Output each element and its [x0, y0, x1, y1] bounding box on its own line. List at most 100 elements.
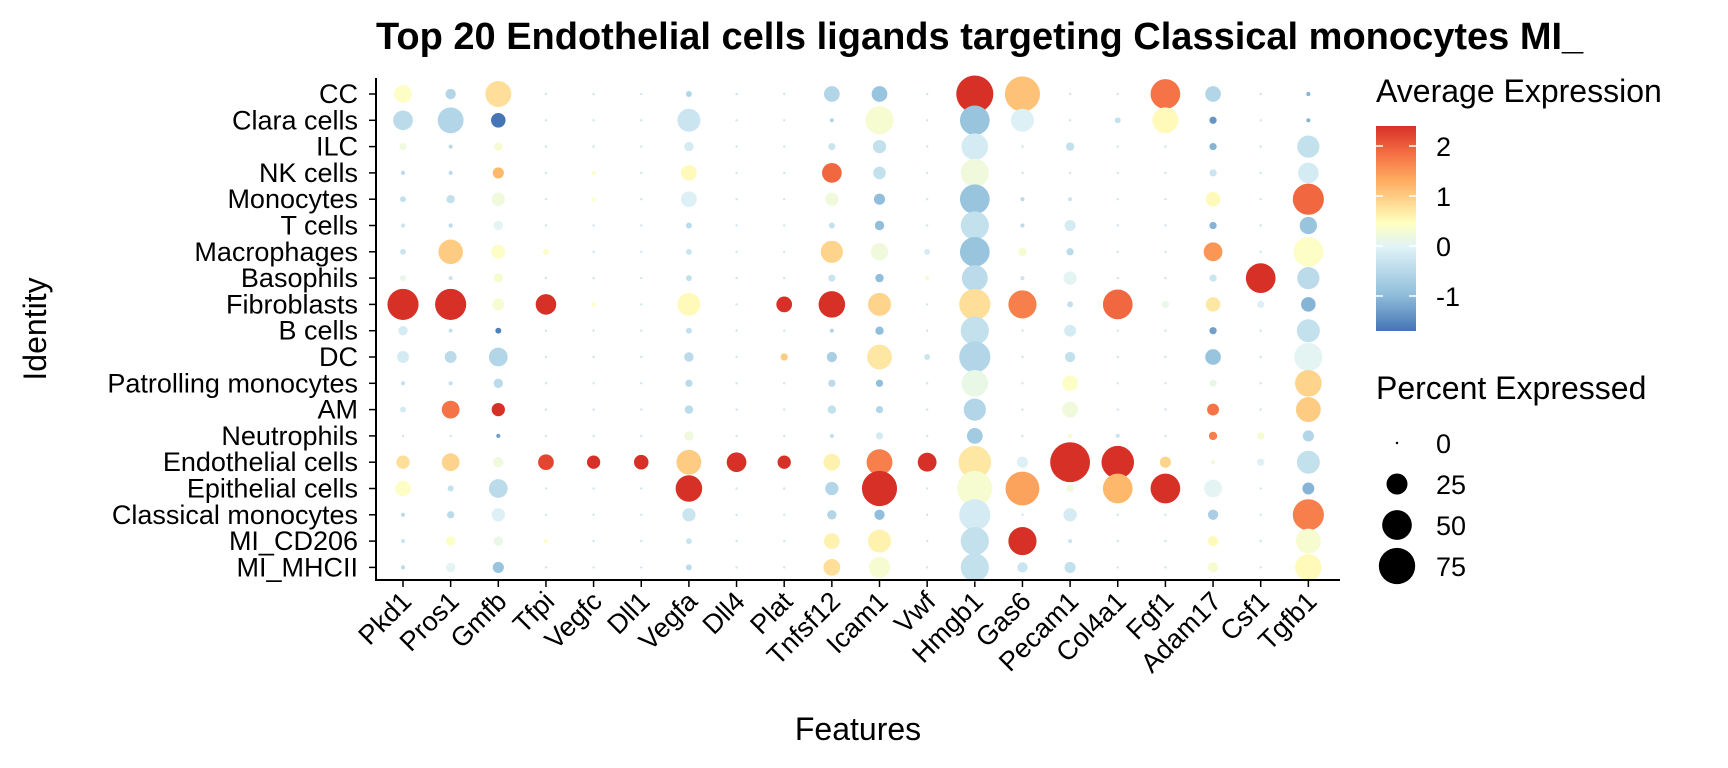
dot-pros1-neutrophils [449, 434, 452, 438]
dot-csf1-classical-monocytes [1259, 513, 1262, 516]
dot-tfpi-mi-cd206 [543, 539, 549, 544]
dot-vegfc-basophils [592, 276, 595, 280]
dot-pkd1-b-cells [398, 326, 408, 336]
dot-pkd1-clara-cells [393, 110, 413, 131]
dot-adam17-ilc [1209, 142, 1217, 151]
dot-tfpi-t-cells [544, 224, 548, 227]
dot-csf1-epithelial-cells [1259, 487, 1262, 490]
dot-adam17-t-cells [1209, 221, 1217, 230]
dot-vegfa-macrophages [685, 248, 692, 255]
dot-adam17-classical-monocytes [1207, 509, 1219, 520]
y-tick-t-cells: T cells [280, 211, 358, 241]
dot-dll1-patrolling-monocytes [640, 382, 643, 385]
dot-tfpi-classical-monocytes [544, 513, 548, 516]
dot-dll4-clara-cells [735, 119, 738, 122]
y-tick-mi-mhcii: MI_MHCII [237, 552, 359, 582]
dot-tnfsf12-basophils [828, 274, 836, 282]
dot-gas6-t-cells [1020, 223, 1025, 228]
dot-adam17-cc [1205, 86, 1221, 102]
dot-tgfb1-fibroblasts [1301, 297, 1316, 312]
dot-hmgb1-t-cells [960, 211, 989, 240]
dot-tfpi-epithelial-cells [544, 487, 548, 490]
dot-tgfb1-monocytes [1292, 183, 1324, 215]
dot-tfpi-nk-cells [544, 171, 548, 175]
dot-vegfa-patrolling-monocytes [685, 379, 693, 387]
dot-icam1-macrophages [870, 243, 889, 261]
dot-vegfc-dc [592, 355, 595, 359]
dot-dll1-b-cells [640, 329, 643, 332]
dot-vegfc-endothelial-cells [586, 455, 601, 469]
dot-hmgb1-am [963, 398, 986, 421]
dot-hmgb1-monocytes [959, 184, 990, 215]
dot-pkd1-fibroblasts [387, 288, 419, 320]
dot-vegfa-t-cells [685, 222, 692, 229]
y-tick-dc: DC [319, 342, 358, 372]
dot-vegfc-epithelial-cells [592, 487, 595, 490]
dot-tnfsf12-fibroblasts [818, 291, 846, 318]
dots-layer [387, 75, 1324, 582]
dot-csf1-basophils [1245, 263, 1276, 293]
color-legend-bar [1376, 126, 1416, 331]
dot-pros1-nk-cells [448, 170, 453, 175]
dot-gmfb-classical-monocytes [491, 508, 505, 522]
dot-vwf-am [925, 408, 929, 411]
dot-vegfc-t-cells [592, 224, 595, 227]
dot-hmgb1-fibroblasts [959, 288, 991, 320]
dot-tfpi-dc [544, 355, 548, 359]
dot-hmgb1-patrolling-monocytes [961, 370, 989, 397]
dot-col4a1-endothelial-cells [1101, 445, 1135, 479]
dot-col4a1-t-cells [1116, 224, 1119, 227]
dot-dll1-basophils [640, 276, 643, 280]
dot-col4a1-macrophages [1116, 250, 1119, 253]
dot-gmfb-fibroblasts [492, 298, 505, 311]
dot-vwf-fibroblasts [925, 303, 929, 306]
y-tick-ilc: ILC [316, 132, 358, 162]
dot-plat-monocytes [783, 198, 786, 201]
dot-csf1-fibroblasts [1257, 300, 1265, 309]
dot-dll1-clara-cells [640, 119, 643, 122]
dot-dll4-endothelial-cells [726, 452, 747, 473]
dot-tgfb1-cc [1306, 91, 1311, 97]
dot-tnfsf12-neutrophils [829, 433, 834, 438]
dot-col4a1-epithelial-cells [1102, 473, 1133, 504]
dot-icam1-clara-cells [865, 106, 894, 135]
dot-adam17-monocytes [1205, 191, 1221, 207]
dot-adam17-epithelial-cells [1204, 479, 1222, 498]
dot-gas6-endothelial-cells [1016, 456, 1029, 468]
dot-fgf1-mi-mhcii [1164, 566, 1167, 569]
dot-pecam1-mi-cd206 [1068, 539, 1073, 544]
dot-vegfc-classical-monocytes [592, 513, 595, 516]
dot-gmfb-patrolling-monocytes [493, 378, 503, 388]
dot-pros1-am [441, 400, 460, 419]
dot-tfpi-patrolling-monocytes [544, 382, 548, 385]
x-axis-title: Features [795, 711, 921, 747]
dot-tnfsf12-ilc [828, 142, 836, 151]
dot-vegfc-mi-mhcii [592, 566, 595, 569]
dot-icam1-neutrophils [875, 432, 884, 440]
colorbar-label: 2 [1436, 132, 1451, 162]
dot-gmfb-mi-cd206 [493, 536, 503, 546]
dot-tfpi-basophils [544, 276, 548, 280]
dot-vwf-dc [924, 354, 931, 360]
dot-gmfb-basophils [493, 273, 503, 283]
size-legend-label: 50 [1436, 511, 1466, 541]
dot-tgfb1-am [1295, 397, 1321, 423]
dot-icam1-fibroblasts [867, 292, 892, 316]
dot-vegfa-neutrophils [684, 431, 694, 441]
dot-gmfb-cc [485, 81, 512, 107]
dot-tfpi-neutrophils [544, 434, 548, 438]
dot-tnfsf12-monocytes [825, 192, 839, 206]
dot-csf1-mi-cd206 [1259, 539, 1262, 543]
dot-plat-cc [783, 92, 786, 96]
dot-vegfc-b-cells [592, 329, 595, 332]
dot-vwf-patrolling-monocytes [925, 382, 929, 385]
dot-gas6-cc [1004, 76, 1041, 112]
dot-hmgb1-classical-monocytes [959, 499, 991, 531]
dot-adam17-mi-mhcii [1207, 562, 1219, 573]
y-tick-basophils: Basophils [241, 263, 358, 293]
dot-pecam1-mi-mhcii [1064, 561, 1076, 573]
dot-tnfsf12-nk-cells [822, 163, 842, 183]
dot-pecam1-macrophages [1066, 248, 1074, 256]
dot-gas6-mi-mhcii [1017, 562, 1028, 573]
dot-dll1-dc [640, 355, 643, 359]
